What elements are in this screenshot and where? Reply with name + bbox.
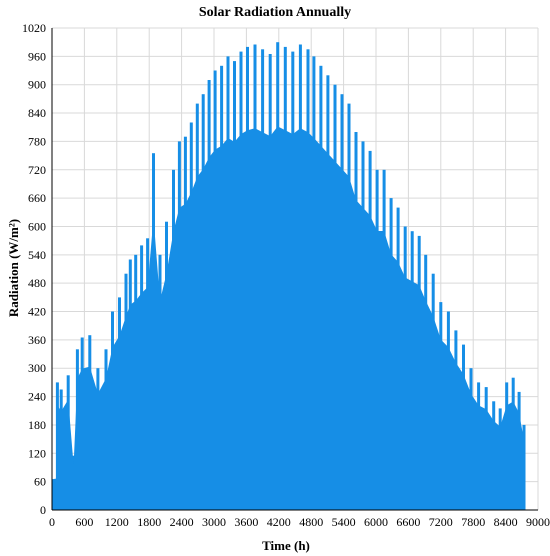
y-tick-label: 420 <box>28 305 46 319</box>
y-tick-labels: 0 60 120 180 240 300 360 420 480 540 600 660 720 780 8… <box>22 21 46 517</box>
axes <box>51 28 538 511</box>
y-tick-label: 1020 <box>22 21 46 35</box>
y-tick-label: 300 <box>28 361 46 375</box>
y-tick-label: 960 <box>28 49 46 63</box>
x-tick-label: 3000 <box>202 515 226 529</box>
x-tick-label: 6000 <box>364 515 388 529</box>
x-tick-label: 5400 <box>332 515 356 529</box>
y-tick-label: 600 <box>28 219 46 233</box>
chart-title: Solar Radiation Annually <box>199 5 351 20</box>
bars <box>52 42 526 511</box>
y-tick-label: 120 <box>28 446 46 460</box>
x-tick-labels: 0 600 1200 1800 2400 3000 3600 4200 4800 5400 6000… <box>49 515 550 529</box>
y-tick-label: 780 <box>28 134 46 148</box>
y-tick-label: 720 <box>28 163 46 177</box>
y-tick-label: 840 <box>28 106 46 120</box>
y-axis-label: Radiation (W/m²) <box>6 219 21 317</box>
y-tick-label: 900 <box>28 78 46 92</box>
x-tick-label: 3600 <box>234 515 258 529</box>
x-tick-label: 1200 <box>105 515 129 529</box>
x-tick-label: 0 <box>49 515 55 529</box>
x-tick-label: 7200 <box>429 515 453 529</box>
x-tick-label: 1800 <box>137 515 161 529</box>
y-tick-label: 480 <box>28 276 46 290</box>
y-tick-label: 180 <box>28 418 46 432</box>
x-axis-label: Time (h) <box>262 538 310 553</box>
plot-area: 0 60 120 180 240 300 360 420 480 540 600 660 720 780 8… <box>22 21 550 529</box>
x-tick-label: 600 <box>75 515 93 529</box>
y-tick-label: 660 <box>28 191 46 205</box>
y-tick-label: 540 <box>28 248 46 262</box>
x-tick-label: 7800 <box>461 515 485 529</box>
radiation-bar <box>522 424 526 510</box>
x-tick-label: 4800 <box>299 515 323 529</box>
x-tick-label: 4200 <box>267 515 291 529</box>
y-tick-label: 240 <box>28 390 46 404</box>
radiation-density-band <box>57 126 525 511</box>
x-tick-label: 9000 <box>526 515 550 529</box>
x-tick-label: 8400 <box>494 515 518 529</box>
y-tick-label: 0 <box>40 503 46 517</box>
x-tick-label: 2400 <box>170 515 194 529</box>
y-tick-label: 360 <box>28 333 46 347</box>
y-tick-label: 60 <box>34 475 46 489</box>
x-tick-label: 6600 <box>396 515 420 529</box>
